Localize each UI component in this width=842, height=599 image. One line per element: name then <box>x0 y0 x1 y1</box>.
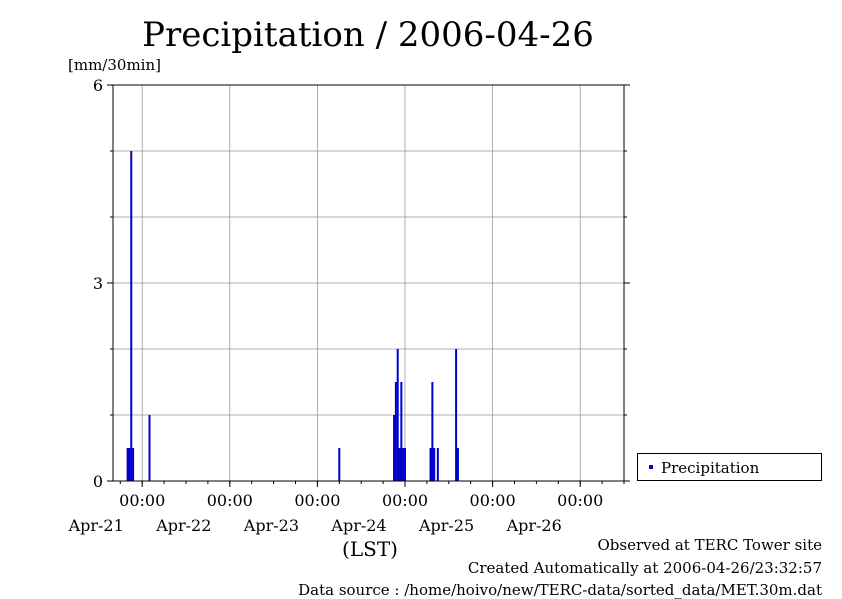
precip-bar <box>132 448 135 481</box>
chart-title: Precipitation / 2006-04-26 <box>142 15 594 55</box>
precip-bar <box>456 448 459 481</box>
x-tick-time-label: 00:00 <box>382 491 428 510</box>
y-tick-label: 0 <box>93 472 103 491</box>
x-tick-date-label: Apr-21 <box>68 516 124 535</box>
y-tick-label: 3 <box>93 274 103 293</box>
precip-bar <box>433 448 436 481</box>
y-axis-label: [mm/30min] <box>68 56 161 74</box>
precip-bar <box>400 382 403 481</box>
precip-bar <box>429 448 432 481</box>
y-tick-label: 6 <box>93 76 103 95</box>
precip-bar <box>130 151 133 481</box>
x-tick-time-label: 00:00 <box>557 491 603 510</box>
x-tick-date-label: Apr-26 <box>506 516 562 535</box>
precip-bar <box>396 349 399 481</box>
precip-bar <box>393 415 396 481</box>
precip-bar <box>404 448 406 481</box>
precip-bar <box>126 448 129 481</box>
x-tick-time-label: 00:00 <box>207 491 253 510</box>
x-tick-time-label: 00:00 <box>294 491 340 510</box>
precip-bar <box>436 448 439 481</box>
x-tick-labels: 00:00 Apr-21 00:00 Apr-22 00:00 Apr-23 00:00 Ap… <box>68 491 604 535</box>
chart-legend: Precipitation <box>637 453 822 481</box>
grid-lines <box>113 85 624 481</box>
precip-bar <box>455 349 458 481</box>
precip-bar <box>338 448 341 481</box>
x-tick-date-label: Apr-25 <box>418 516 474 535</box>
precip-bar <box>128 448 131 481</box>
footer-source: Data source : /home/hoivo/new/TERC-data/… <box>298 581 822 599</box>
footer-created: Created Automatically at 2006-04-26/23:3… <box>467 559 822 577</box>
x-tick-date-label: Apr-23 <box>243 516 299 535</box>
y-tick-labels: 0 3 6 <box>93 76 103 491</box>
x-axis-label: (LST) <box>342 537 398 561</box>
x-tick-time-label: 00:00 <box>119 491 165 510</box>
x-tick-date-label: Apr-24 <box>330 516 386 535</box>
footer-observed: Observed at TERC Tower site <box>597 536 822 554</box>
precip-bar <box>402 448 405 481</box>
x-tick-date-label: Apr-22 <box>155 516 211 535</box>
precipitation-bars <box>126 151 459 481</box>
axis-ticks <box>107 84 630 487</box>
legend-swatch-precipitation <box>649 465 653 469</box>
x-tick-time-label: 00:00 <box>470 491 516 510</box>
legend-label-precipitation: Precipitation <box>661 459 760 477</box>
precip-bar <box>394 382 397 481</box>
precip-bar <box>398 448 401 481</box>
precip-bar <box>431 382 434 481</box>
precip-bar <box>148 415 151 481</box>
